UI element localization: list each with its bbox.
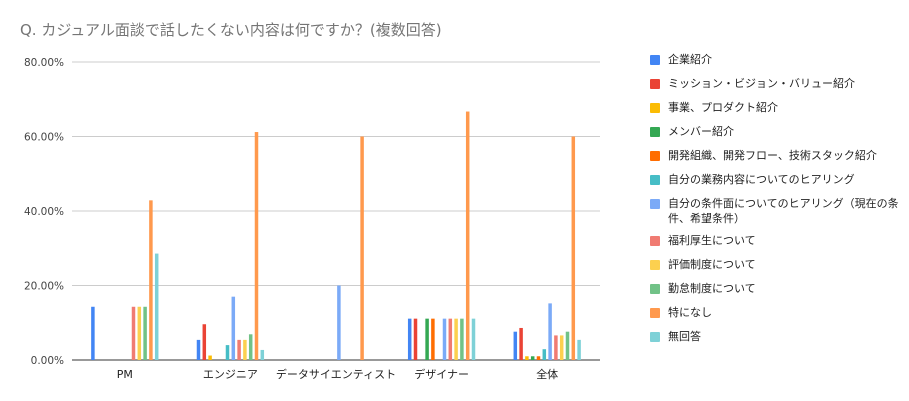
bar [131,306,136,360]
bar [525,356,529,360]
x-tick-label: エンジニア [203,368,258,381]
bar [471,318,476,360]
bar [260,349,265,360]
y-tick-label: 0.00% [31,355,64,367]
legend-swatch [650,127,660,137]
legend-label: 事業、プロダクト紹介 [668,101,778,114]
bar [208,355,212,360]
bar [360,136,364,360]
legend-label: 企業紹介 [668,53,712,66]
legend-label: 福利厚生について [668,234,756,247]
legend-label: 自分の条件面についてのヒアリング（現在の条件、希望条件） [668,197,899,225]
legend-swatch [650,199,660,209]
bar [425,318,429,360]
legend-item: 自分の業務内容についてのヒアリング [650,172,902,187]
bar [237,339,241,360]
legend-label: 無回答 [668,330,701,343]
legend-swatch [650,103,660,113]
legend-swatch [650,236,660,246]
bar [196,339,201,360]
bar [413,318,418,360]
x-tick-label: 全体 [536,367,558,381]
bar [565,331,570,360]
bar [559,335,564,360]
bar [577,339,581,360]
y-tick-label: 60.00% [24,132,64,144]
bar [454,318,458,360]
bar [254,132,259,360]
x-tick-label: デザイナー [414,367,469,381]
bar [231,296,236,360]
bar [448,318,453,360]
y-tick-label: 20.00% [24,281,64,293]
legend-swatch [650,151,660,161]
bar [149,200,153,360]
legend-swatch [650,332,660,342]
legend-item: 勤怠制度について [650,281,902,296]
bar [530,356,535,360]
legend-label: 特になし [668,306,712,319]
bar [554,335,558,360]
x-tick-label: PM [117,368,133,381]
legend-item: 事業、プロダクト紹介 [650,100,902,115]
legend-swatch [650,284,660,294]
bar [407,318,412,360]
legend-label: メンバー紹介 [668,125,734,138]
y-tick-label: 40.00% [24,206,64,218]
legend-swatch [650,55,660,65]
bar [442,318,447,360]
legend-swatch [650,308,660,318]
bar [337,285,341,360]
bar [548,303,552,360]
bar [513,331,518,360]
bar [154,253,159,360]
legend-item: 無回答 [650,329,902,344]
legend-label: 自分の業務内容についてのヒアリング [668,173,855,186]
legend-item: メンバー紹介 [650,124,902,139]
bar [536,356,541,360]
bar [460,318,464,360]
bar [243,339,247,360]
legend-item: ミッション・ビジョン・バリュー紹介 [650,76,902,91]
legend-swatch [650,260,660,270]
bar [248,334,253,360]
bar [143,306,147,360]
legend-label: 勤怠制度について [668,282,756,295]
bar [465,111,470,360]
legend-item: 企業紹介 [650,52,902,67]
legend-label: ミッション・ビジョン・バリュー紹介 [668,77,855,90]
bar [519,327,523,360]
legend-item: 開発組織、開発フロー、技術スタック紹介 [650,148,902,163]
legend-item: 評価制度について [650,257,902,272]
bar [571,136,576,360]
legend-swatch [650,79,660,89]
bar [542,349,547,360]
legend-label: 開発組織、開発フロー、技術スタック紹介 [668,149,877,162]
legend-label: 評価制度について [668,258,756,271]
bar [202,324,207,360]
chart-title: Q. カジュアル面談で話したくない内容は何ですか？(複数回答) [20,21,442,39]
legend-swatch [650,175,660,185]
legend-item: 福利厚生について [650,233,902,248]
x-tick-label: データサイエンティスト [276,367,396,381]
bar [91,306,95,360]
bar [431,318,435,360]
bar [225,345,230,360]
legend-item: 特になし [650,305,902,320]
y-tick-label: 80.00% [24,57,64,69]
bar [137,306,142,360]
legend-item: 自分の条件面についてのヒアリング（現在の条件、希望条件） [650,196,902,226]
